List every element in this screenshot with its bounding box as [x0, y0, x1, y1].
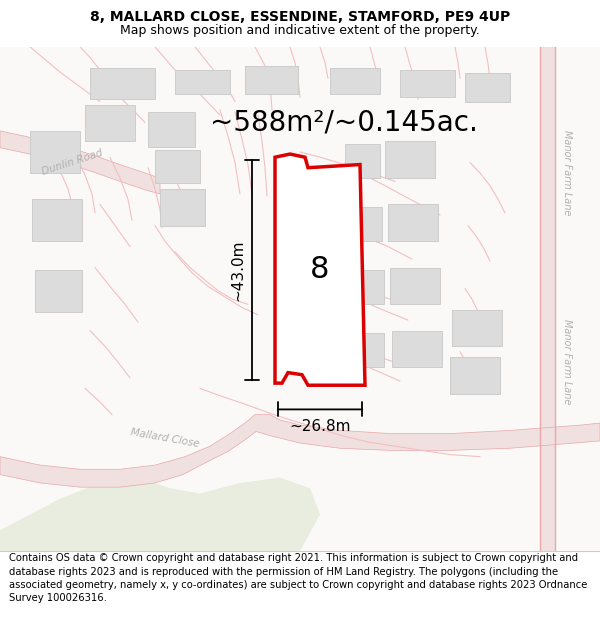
Polygon shape [160, 189, 205, 226]
Polygon shape [388, 204, 438, 241]
Polygon shape [450, 357, 500, 394]
Polygon shape [465, 73, 510, 101]
Text: 8: 8 [310, 255, 330, 284]
Polygon shape [275, 154, 365, 385]
Polygon shape [390, 268, 440, 304]
Polygon shape [385, 141, 435, 178]
Text: Dunlin Road: Dunlin Road [40, 148, 104, 177]
Text: 8, MALLARD CLOSE, ESSENDINE, STAMFORD, PE9 4UP: 8, MALLARD CLOSE, ESSENDINE, STAMFORD, P… [90, 10, 510, 24]
Polygon shape [155, 150, 200, 184]
Polygon shape [148, 112, 195, 147]
Polygon shape [345, 144, 380, 178]
Polygon shape [392, 331, 442, 367]
Text: ~588m²/~0.145ac.: ~588m²/~0.145ac. [210, 109, 478, 136]
Polygon shape [0, 131, 160, 194]
Polygon shape [350, 269, 384, 304]
Polygon shape [90, 68, 155, 99]
Polygon shape [32, 199, 82, 241]
Polygon shape [540, 47, 555, 551]
Polygon shape [85, 104, 135, 141]
Polygon shape [0, 414, 600, 487]
Polygon shape [400, 70, 455, 98]
Polygon shape [350, 332, 384, 367]
Text: Manor Farm Lane: Manor Farm Lane [562, 319, 572, 405]
Polygon shape [175, 70, 230, 94]
Polygon shape [245, 66, 298, 94]
Text: ~43.0m: ~43.0m [230, 239, 245, 301]
Polygon shape [30, 131, 80, 173]
Polygon shape [452, 309, 502, 346]
Text: Mallard Close: Mallard Close [130, 427, 200, 449]
Polygon shape [348, 207, 382, 241]
Polygon shape [0, 478, 320, 551]
Text: ~26.8m: ~26.8m [289, 419, 351, 434]
Polygon shape [330, 68, 380, 94]
Polygon shape [35, 269, 82, 312]
Text: Contains OS data © Crown copyright and database right 2021. This information is : Contains OS data © Crown copyright and d… [9, 554, 587, 603]
Text: Map shows position and indicative extent of the property.: Map shows position and indicative extent… [120, 24, 480, 36]
Text: Manor Farm Lane: Manor Farm Lane [562, 130, 572, 216]
